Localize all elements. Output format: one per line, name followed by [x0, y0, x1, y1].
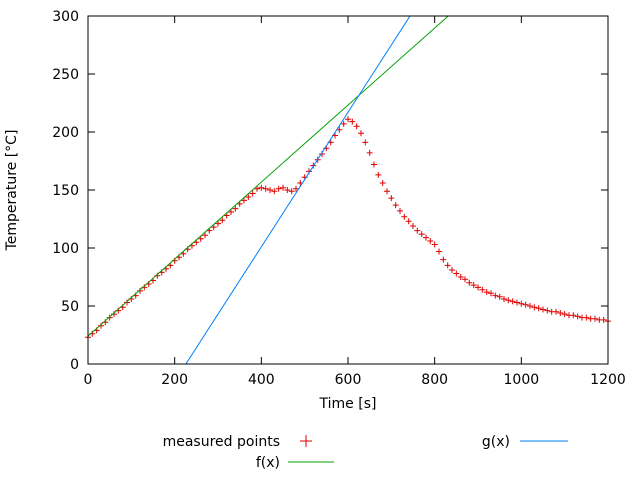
y-tick-label: 200: [52, 125, 79, 141]
x-tick-label: 800: [421, 372, 448, 388]
y-tick-label: 50: [61, 299, 79, 315]
y-tick-label: 0: [70, 357, 79, 373]
fit-lines: [88, 16, 449, 364]
legend-label-measured-points: measured points: [163, 434, 280, 450]
x-tick-label: 1200: [590, 372, 626, 388]
fit-line-gx: [185, 16, 411, 364]
legend: measured points f(x) g(x): [163, 434, 568, 471]
y-tick-label: 250: [52, 67, 79, 83]
y-axis-label: Temperature [°C]: [4, 130, 20, 252]
x-tick-label: 400: [248, 372, 275, 388]
plot-border: [87, 15, 609, 365]
axes: 0 200 400 600 800 1000 1200 0 50 100 150 200 250 300: [52, 9, 626, 388]
x-tick-label: 200: [161, 372, 188, 388]
x-tick-label: 600: [335, 372, 362, 388]
x-tick-label: 0: [84, 372, 93, 388]
x-tick-label: 1000: [504, 372, 540, 388]
legend-label-f: f(x): [256, 455, 280, 471]
y-tick-label: 300: [52, 9, 79, 25]
x-axis-label: Time [s]: [319, 396, 377, 412]
legend-label-g: g(x): [482, 434, 510, 450]
legend-plus-marker-icon: [300, 435, 312, 447]
fit-line-fx: [88, 16, 449, 337]
y-tick-label: 150: [52, 183, 79, 199]
plot-area: [88, 16, 608, 364]
y-tick-label: 100: [52, 241, 79, 257]
